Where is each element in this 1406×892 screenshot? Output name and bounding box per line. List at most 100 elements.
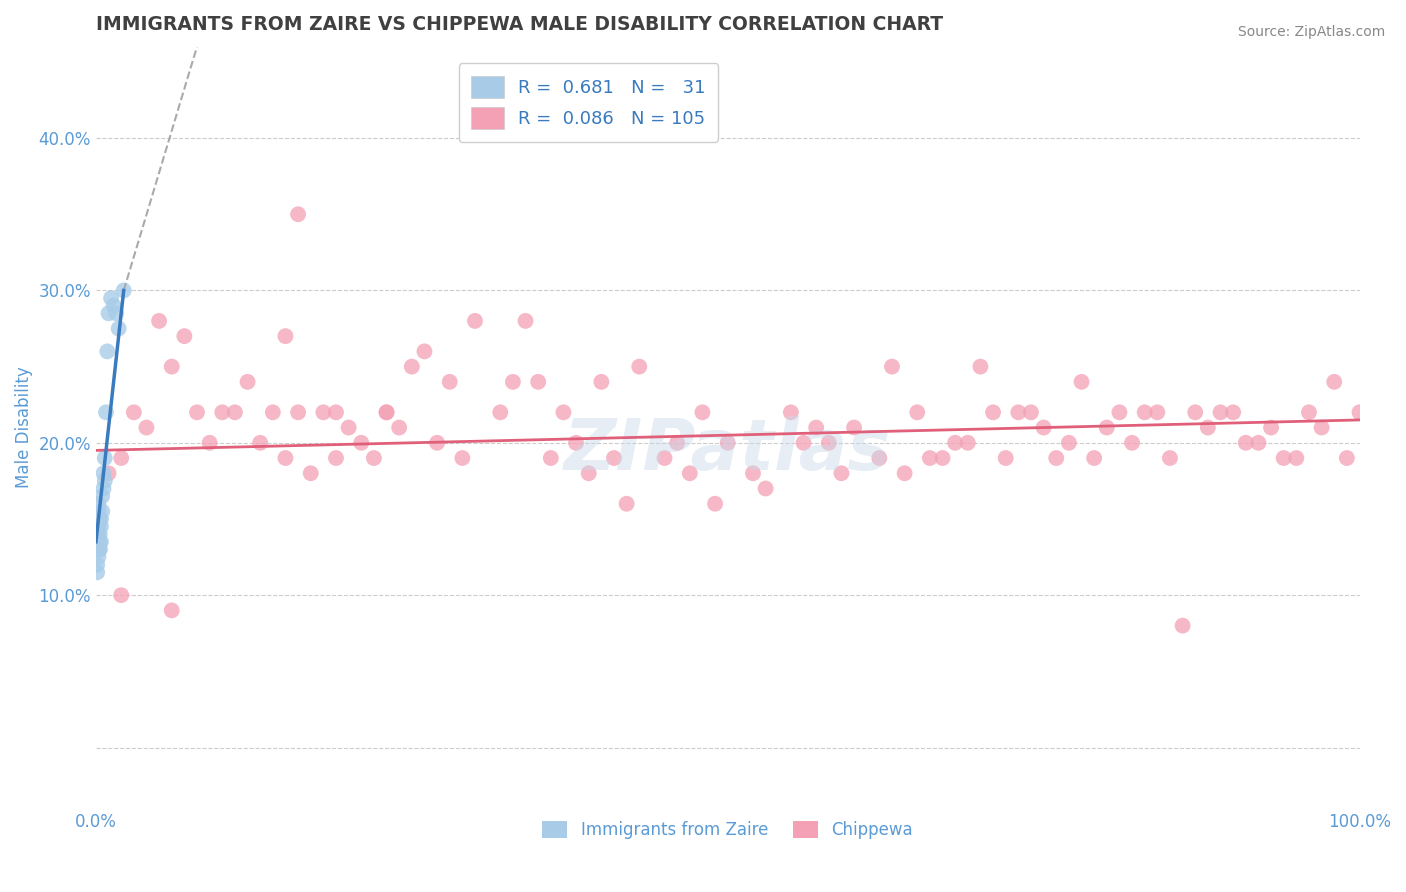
Point — [679, 467, 702, 481]
Point — [103, 299, 125, 313]
Point — [89, 542, 111, 557]
Point — [413, 344, 436, 359]
Point — [97, 306, 120, 320]
Point — [969, 359, 991, 374]
Point — [93, 467, 115, 481]
Point — [565, 435, 588, 450]
Point — [249, 435, 271, 450]
Point — [591, 375, 613, 389]
Point — [173, 329, 195, 343]
Point — [578, 467, 600, 481]
Point — [1057, 435, 1080, 450]
Point — [350, 435, 373, 450]
Text: ZIPatlas: ZIPatlas — [564, 416, 891, 485]
Point — [1032, 420, 1054, 434]
Point — [160, 603, 183, 617]
Point — [401, 359, 423, 374]
Point — [1272, 450, 1295, 465]
Point — [893, 467, 915, 481]
Point — [325, 450, 347, 465]
Point — [122, 405, 145, 419]
Point — [515, 314, 537, 328]
Point — [1083, 450, 1105, 465]
Point — [1348, 405, 1371, 419]
Point — [1159, 450, 1181, 465]
Point — [1070, 375, 1092, 389]
Point — [502, 375, 524, 389]
Point — [1222, 405, 1244, 419]
Point — [86, 566, 108, 580]
Point — [1234, 435, 1257, 450]
Point — [86, 558, 108, 572]
Text: IMMIGRANTS FROM ZAIRE VS CHIPPEWA MALE DISABILITY CORRELATION CHART: IMMIGRANTS FROM ZAIRE VS CHIPPEWA MALE D… — [96, 15, 943, 34]
Point — [1095, 420, 1118, 434]
Point — [90, 512, 112, 526]
Point — [100, 291, 122, 305]
Point — [135, 420, 157, 434]
Point — [489, 405, 512, 419]
Point — [780, 405, 803, 419]
Point — [540, 450, 562, 465]
Point — [1247, 435, 1270, 450]
Point — [1121, 435, 1143, 450]
Point — [943, 435, 966, 450]
Point — [363, 450, 385, 465]
Point — [439, 375, 461, 389]
Point — [274, 450, 297, 465]
Point — [628, 359, 651, 374]
Point — [93, 482, 115, 496]
Point — [1007, 405, 1029, 419]
Point — [553, 405, 575, 419]
Point — [654, 450, 676, 465]
Point — [105, 306, 128, 320]
Point — [94, 474, 117, 488]
Point — [91, 504, 114, 518]
Point — [375, 405, 398, 419]
Point — [1310, 420, 1333, 434]
Point — [905, 405, 928, 419]
Point — [211, 405, 233, 419]
Point — [1108, 405, 1130, 419]
Point — [742, 467, 765, 481]
Point — [426, 435, 449, 450]
Point — [1209, 405, 1232, 419]
Point — [110, 588, 132, 602]
Point — [1019, 405, 1042, 419]
Point — [89, 527, 111, 541]
Point — [91, 489, 114, 503]
Point — [87, 519, 110, 533]
Point — [312, 405, 335, 419]
Point — [1260, 420, 1282, 434]
Point — [87, 527, 110, 541]
Point — [287, 405, 309, 419]
Point — [1336, 450, 1358, 465]
Point — [994, 450, 1017, 465]
Point — [274, 329, 297, 343]
Point — [717, 435, 740, 450]
Point — [107, 321, 129, 335]
Point — [1045, 450, 1067, 465]
Point — [692, 405, 714, 419]
Legend: Immigrants from Zaire, Chippewa: Immigrants from Zaire, Chippewa — [536, 814, 920, 846]
Point — [817, 435, 839, 450]
Point — [90, 534, 112, 549]
Point — [1285, 450, 1308, 465]
Point — [1146, 405, 1168, 419]
Point — [666, 435, 689, 450]
Point — [337, 420, 360, 434]
Point — [94, 405, 117, 419]
Point — [527, 375, 550, 389]
Point — [90, 519, 112, 533]
Point — [388, 420, 411, 434]
Point — [110, 450, 132, 465]
Point — [148, 314, 170, 328]
Point — [1171, 618, 1194, 632]
Point — [1298, 405, 1320, 419]
Point — [325, 405, 347, 419]
Point — [198, 435, 221, 450]
Point — [89, 534, 111, 549]
Point — [956, 435, 979, 450]
Text: Source: ZipAtlas.com: Source: ZipAtlas.com — [1237, 25, 1385, 39]
Point — [918, 450, 941, 465]
Point — [1323, 375, 1346, 389]
